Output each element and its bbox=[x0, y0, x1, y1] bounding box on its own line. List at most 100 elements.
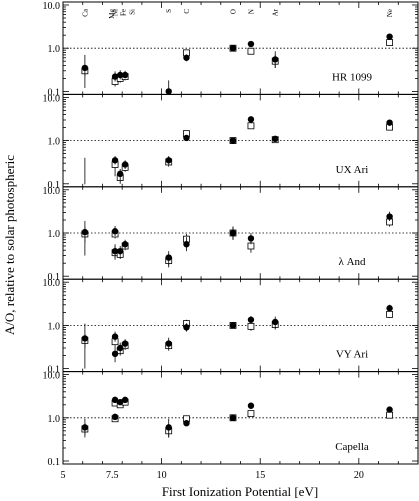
y-tick-label: 0.1 bbox=[48, 272, 61, 283]
open-square-point bbox=[247, 322, 255, 330]
filled-circle-point bbox=[165, 340, 172, 347]
x-axis: 5 7.5 10 15 20 bbox=[61, 470, 364, 481]
filled-circle-point bbox=[116, 170, 124, 178]
element-label-ni: Ni bbox=[112, 9, 120, 16]
filled-circle-point bbox=[386, 119, 393, 126]
filled-circle-point bbox=[116, 247, 124, 255]
open-square-point bbox=[247, 47, 255, 55]
filled-circle-point bbox=[81, 228, 89, 236]
filled-circle-point bbox=[386, 213, 393, 220]
filled-circle-point bbox=[116, 71, 124, 79]
element-label-ne: Ne bbox=[386, 9, 394, 17]
y-tick-label: 10.0 bbox=[43, 93, 61, 104]
y-tick-label: 0.1 bbox=[48, 180, 61, 191]
filled-circle-point bbox=[247, 40, 255, 48]
y-tick-label: 1.0 bbox=[48, 229, 61, 240]
element-label-ar: Ar bbox=[272, 8, 280, 16]
open-square-point bbox=[247, 410, 255, 418]
open-square-point bbox=[386, 411, 394, 419]
filled-circle-point bbox=[111, 350, 119, 358]
filled-circle-point bbox=[165, 157, 172, 164]
panel-5: 10.0 1.0 0.1 Capella bbox=[43, 371, 419, 468]
filled-circle-point bbox=[386, 406, 393, 413]
y-tick-label: 10.0 bbox=[43, 278, 61, 289]
filled-circle-point bbox=[81, 335, 89, 342]
element-label-fe: Fe bbox=[120, 9, 128, 16]
filled-circle-point bbox=[116, 344, 124, 352]
filled-circle-point bbox=[121, 71, 129, 79]
filled-circle-point bbox=[229, 414, 237, 421]
filled-circle-point bbox=[272, 135, 279, 143]
element-label-si: Si bbox=[129, 9, 137, 15]
y-tick-label: 1.0 bbox=[48, 44, 61, 55]
panel-label: HR 1099 bbox=[332, 71, 373, 83]
panel-label: UX Ari bbox=[336, 164, 369, 176]
filled-circle-point bbox=[121, 241, 129, 248]
y-tick-label: 10.0 bbox=[43, 186, 61, 197]
x-tick-label: 15 bbox=[255, 470, 265, 481]
panel-4: 10.0 1.0 0.1 VY Ari bbox=[43, 278, 419, 376]
filled-circle-point bbox=[229, 137, 237, 144]
y-tick-label: 0.1 bbox=[48, 457, 61, 468]
element-label-n: N bbox=[247, 9, 255, 14]
x-tick-label: 10 bbox=[157, 470, 167, 481]
y-tick-label: 0.1 bbox=[48, 87, 61, 98]
y-tick-label: 10.0 bbox=[43, 371, 61, 382]
filled-circle-point bbox=[247, 316, 255, 323]
filled-circle-point bbox=[247, 235, 255, 242]
y-tick-label: 1.0 bbox=[48, 137, 61, 148]
filled-circle-point bbox=[111, 413, 119, 421]
filled-circle-point bbox=[183, 241, 190, 248]
y-tick-label: 10.0 bbox=[43, 1, 61, 12]
filled-circle-point bbox=[183, 134, 190, 142]
filled-circle-point bbox=[229, 45, 237, 52]
element-label-s: S bbox=[165, 9, 173, 13]
filled-circle-point bbox=[116, 398, 124, 406]
y-tick-label: 1.0 bbox=[48, 321, 61, 332]
filled-circle-point bbox=[165, 254, 172, 261]
x-axis-title: First Ionization Potential [eV] bbox=[162, 484, 318, 499]
filled-circle-point bbox=[183, 54, 190, 61]
filled-circle-point bbox=[111, 228, 119, 235]
x-tick-label: 7.5 bbox=[106, 470, 119, 481]
element-label-ca: Ca bbox=[81, 8, 89, 17]
filled-circle-point bbox=[111, 73, 119, 80]
panel-label: Capella bbox=[335, 441, 369, 453]
element-label-o: O bbox=[230, 9, 238, 14]
panel-label: VY Ari bbox=[336, 349, 368, 361]
x-tick-label: 5 bbox=[61, 470, 66, 481]
open-square-point bbox=[247, 122, 255, 130]
x-tick-label: 20 bbox=[354, 470, 364, 481]
panels-group: 10.0 1.0 0.1 HR 1099 10.0 1.0 0.1 UX Ari 10.0 1.0… bbox=[43, 1, 419, 468]
element-label-mg: Mg bbox=[108, 9, 116, 19]
filled-circle-point bbox=[111, 333, 119, 340]
filled-circle-point bbox=[121, 396, 129, 404]
filled-circle-point bbox=[229, 229, 237, 237]
filled-circle-point bbox=[183, 324, 190, 331]
panel-label: λ And bbox=[338, 256, 366, 268]
element-label-c: C bbox=[183, 9, 191, 14]
filled-circle-point bbox=[247, 402, 255, 409]
filled-circle-point bbox=[386, 305, 393, 312]
filled-circle-point bbox=[272, 56, 279, 63]
filled-circle-point bbox=[111, 396, 119, 404]
filled-circle-point bbox=[165, 424, 172, 431]
filled-circle-point bbox=[229, 322, 237, 329]
filled-circle-point bbox=[247, 116, 255, 123]
filled-circle-point bbox=[386, 33, 393, 40]
filled-circle-point bbox=[81, 64, 89, 72]
filled-circle-point bbox=[81, 424, 89, 431]
filled-circle-point bbox=[183, 419, 190, 427]
panel-3: 10.0 1.0 0.1 λ And bbox=[43, 186, 419, 283]
filled-circle-point bbox=[111, 247, 119, 255]
filled-circle-point bbox=[272, 318, 279, 326]
y-tick-label: 1.0 bbox=[48, 414, 61, 425]
y-axis-title: A/O, relative to solar photospheric bbox=[2, 155, 17, 335]
y-tick-label: 0.1 bbox=[48, 365, 61, 376]
filled-circle-point bbox=[111, 157, 119, 164]
open-square-point bbox=[386, 39, 394, 46]
panel-1: 10.0 1.0 0.1 HR 1099 bbox=[43, 1, 419, 98]
open-square-point bbox=[386, 310, 394, 318]
filled-circle-point bbox=[121, 161, 129, 168]
